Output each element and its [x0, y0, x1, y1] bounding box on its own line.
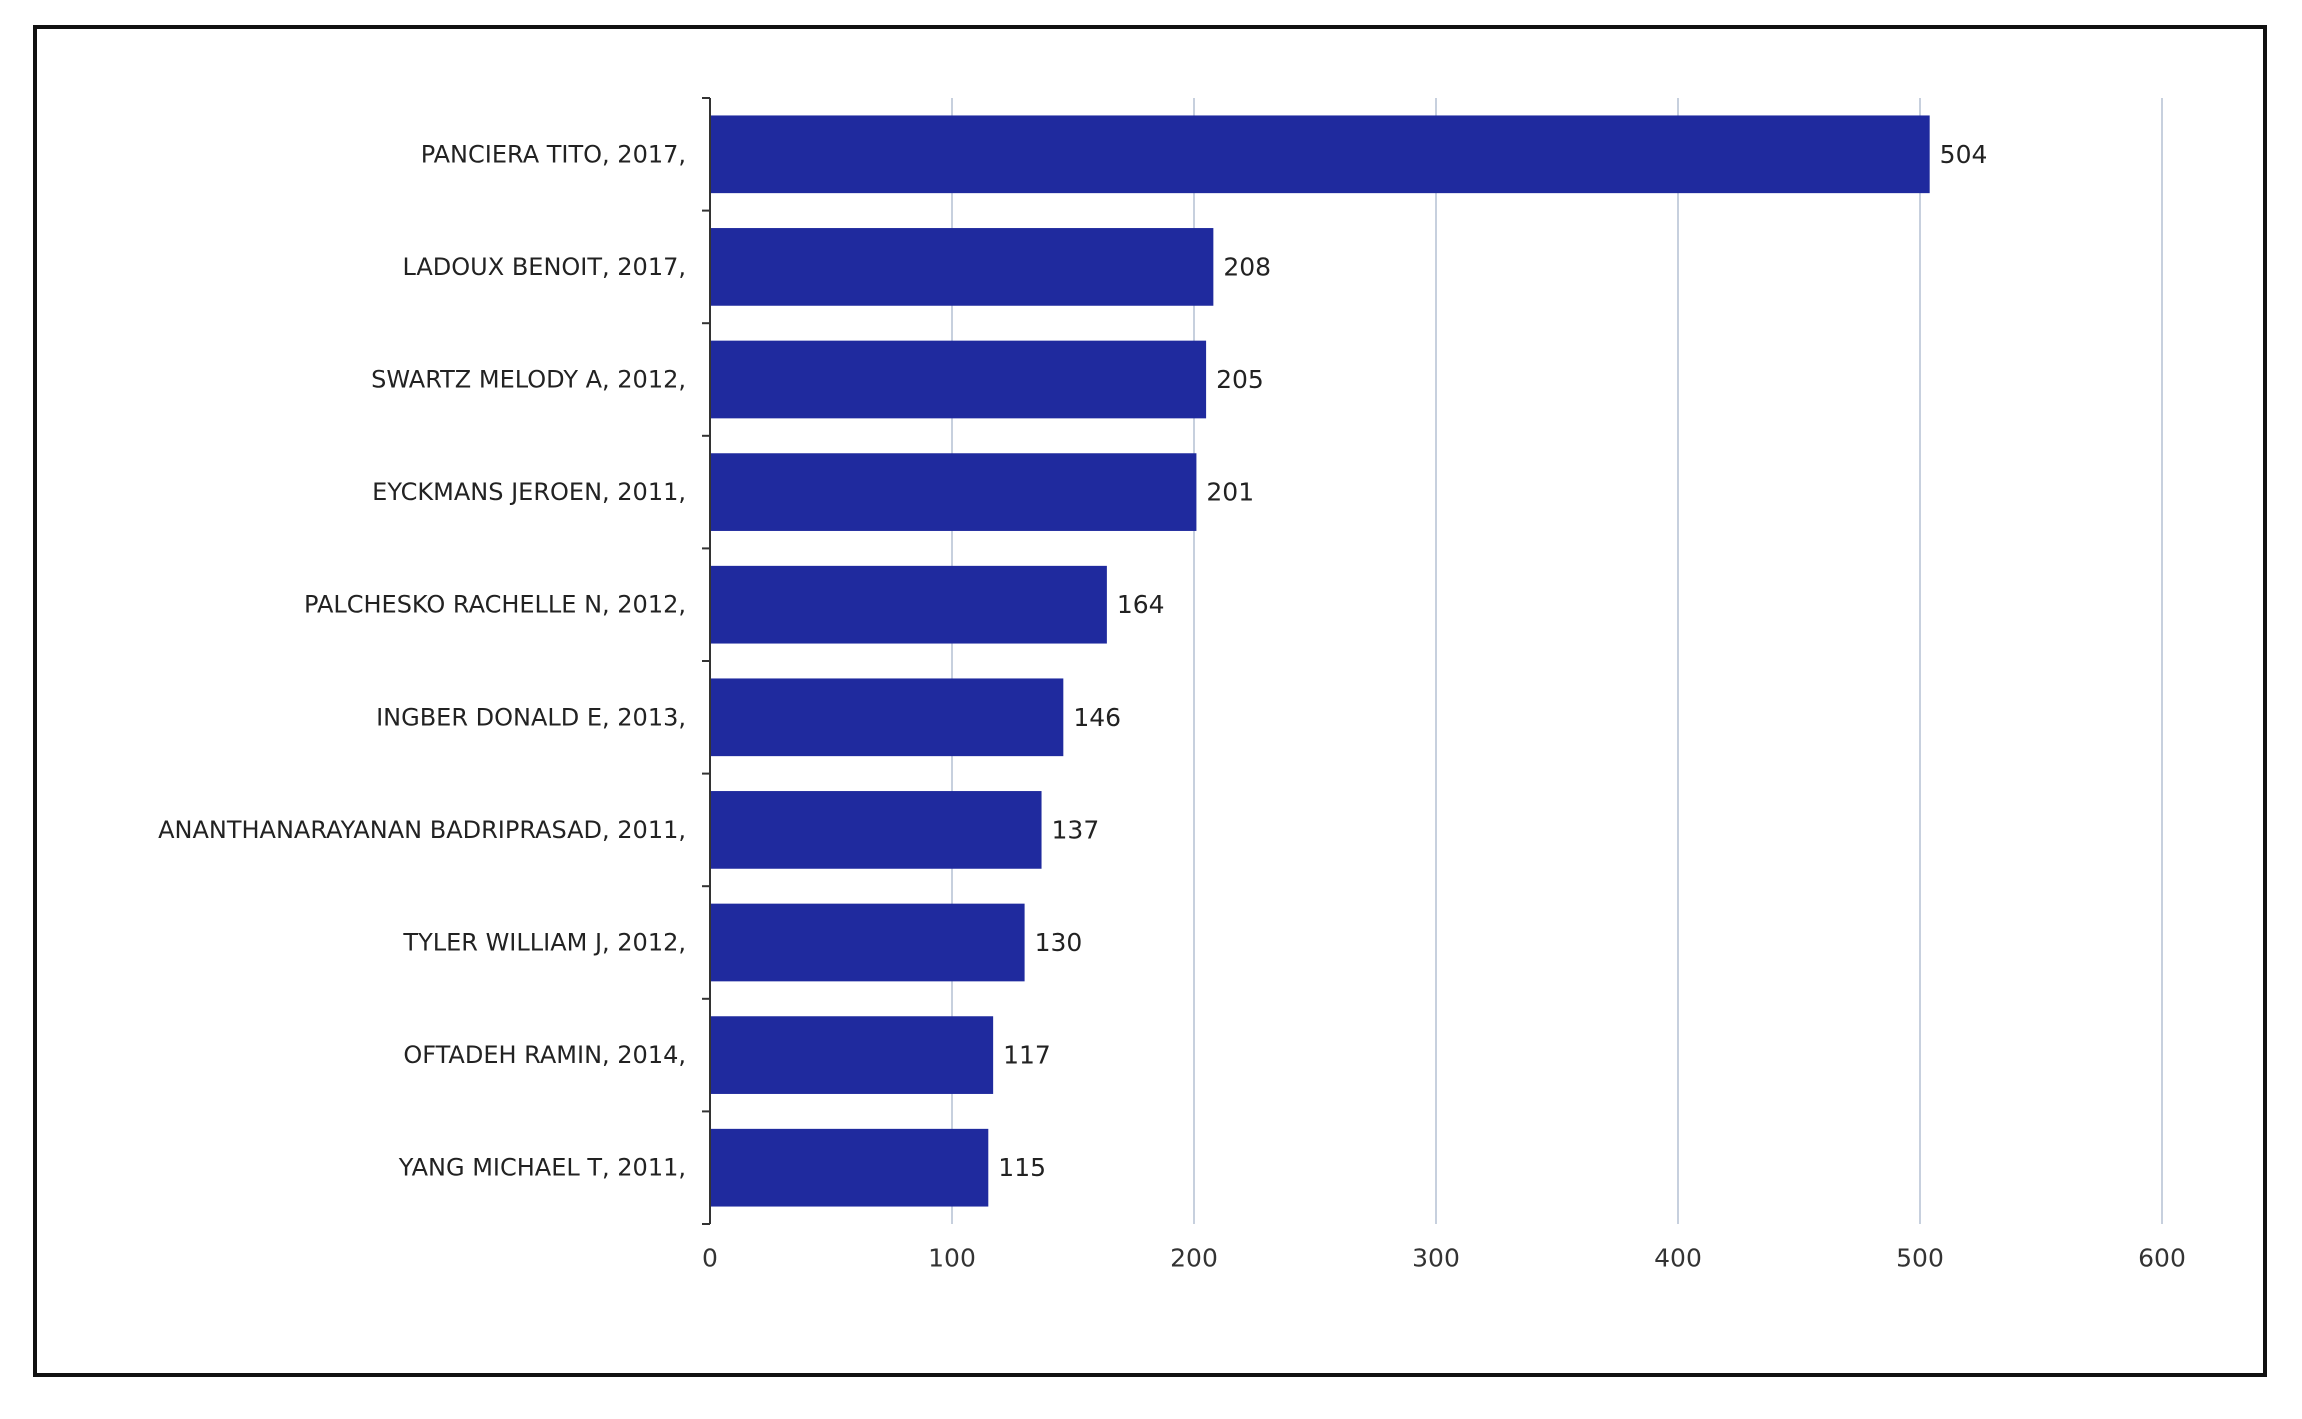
- axes: [702, 97, 711, 1225]
- bar-3: [710, 340, 1207, 419]
- category-label-8: TYLER WILLIAM J, 2012,: [402, 929, 686, 957]
- data-label-4: 201: [1206, 478, 1254, 507]
- data-label-6: 146: [1073, 703, 1121, 732]
- category-label-10: YANG MICHAEL T, 2011,: [398, 1154, 686, 1182]
- data-label-5: 164: [1117, 590, 1165, 619]
- chart-frame: [33, 25, 2267, 1377]
- bar-10: [710, 1128, 989, 1207]
- data-label-3: 205: [1216, 365, 1264, 394]
- x-tick-label-0: 0: [702, 1244, 718, 1273]
- category-label-7: ANANTHANARAYANAN BADRIPRASAD, 2011,: [158, 816, 686, 844]
- bar-5: [710, 565, 1107, 644]
- category-label-1: PANCIERA TITO, 2017,: [421, 140, 686, 168]
- bar-1: [710, 115, 1930, 194]
- data-label-7: 137: [1052, 815, 1100, 844]
- data-label-2: 208: [1223, 252, 1271, 281]
- category-label-3: SWARTZ MELODY A, 2012,: [371, 366, 686, 394]
- data-label-9: 117: [1003, 1041, 1051, 1070]
- category-label-2: LADOUX BENOIT, 2017,: [402, 253, 686, 281]
- labels: 504 PANCIERA TITO, 2017, 208 LADOUX BENOIT,…: [158, 140, 2186, 1273]
- data-label-1: 504: [1940, 140, 1988, 169]
- x-tick-label-200: 200: [1170, 1244, 1218, 1273]
- bar-4: [710, 453, 1197, 531]
- x-tick-label-500: 500: [1896, 1244, 1944, 1273]
- category-label-4: EYCKMANS JEROEN, 2011,: [372, 478, 686, 506]
- bar-8: [710, 903, 1025, 982]
- bar-7: [710, 791, 1042, 869]
- data-label-8: 130: [1035, 928, 1083, 957]
- x-tick-label-400: 400: [1654, 1244, 1702, 1273]
- data-label-10: 115: [998, 1153, 1046, 1182]
- category-label-5: PALCHESKO RACHELLE N, 2012,: [304, 591, 686, 619]
- category-label-6: INGBER DONALD E, 2013,: [376, 703, 686, 731]
- x-tick-label-600: 600: [2138, 1244, 2186, 1273]
- x-tick-label-100: 100: [928, 1244, 976, 1273]
- bar-2: [710, 228, 1214, 306]
- bar-9: [710, 1016, 994, 1094]
- category-label-9: OFTADEH RAMIN, 2014,: [403, 1041, 686, 1069]
- x-tick-label-300: 300: [1412, 1244, 1460, 1273]
- bar-6: [710, 678, 1064, 757]
- bars: [710, 115, 1930, 1207]
